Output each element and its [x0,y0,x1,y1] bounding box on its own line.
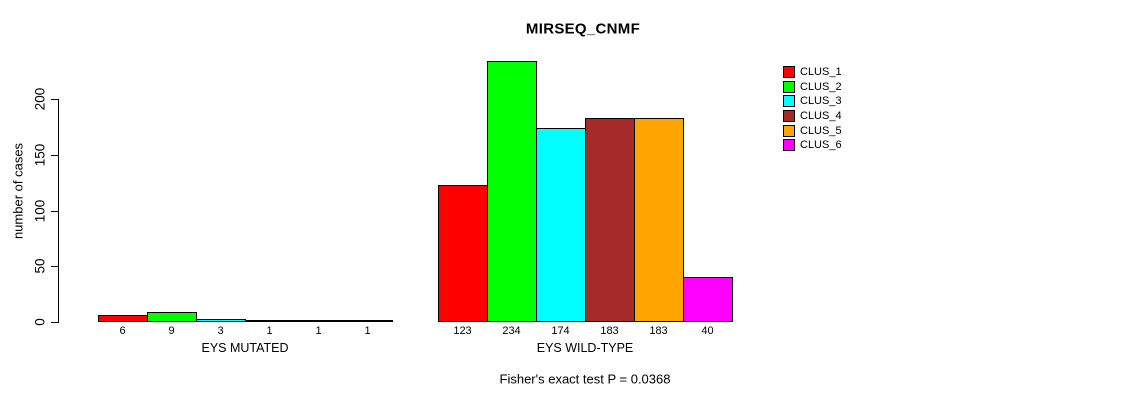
legend-swatch-clus-1 [783,66,795,78]
y-tick-mark [51,322,58,323]
legend-item: CLUS_2 [783,80,842,93]
legend-swatch-clus-3 [783,95,795,108]
legend-swatch-clus-6 [783,139,795,152]
legend-item: CLUS_3 [783,95,842,108]
legend-item: CLUS_6 [783,139,842,152]
bar-clus-3 [196,319,246,322]
bar-clus-3 [536,128,586,322]
bar-value-label: 123 [453,325,472,337]
bar-value-label: 40 [701,325,714,337]
bar-clus-6 [683,277,733,322]
legend-item-label: CLUS_1 [800,66,842,78]
legend-swatch-clus-4 [783,110,795,123]
bar-value-label: 234 [502,325,521,337]
bar-value-label: 9 [168,325,175,337]
bar-value-label: 1 [364,325,371,337]
bar-clus-2 [487,61,537,322]
y-tick-mark [51,266,58,267]
legend-item-label: CLUS_3 [800,95,842,108]
y-tick-mark [51,99,58,100]
bar-clus-1 [98,315,148,322]
bar-clus-6 [343,320,393,322]
fisher-test-annotation: Fisher's exact test P = 0.0368 [499,371,671,387]
legend-item-label: CLUS_4 [800,110,842,123]
y-tick-mark [51,211,58,212]
legend-swatch-clus-5 [783,124,795,137]
legend-item: CLUS_4 [783,110,842,123]
legend-item: CLUS_1 [783,66,842,78]
bar-value-label: 1 [315,325,322,337]
bar-value-label: 183 [600,325,619,337]
bar-clus-4 [245,320,295,322]
legend-swatch-clus-2 [783,80,795,93]
bar-value-label: 183 [649,325,668,337]
bar-value-label: 6 [119,325,126,337]
bar-clus-5 [634,118,684,322]
bar-clus-4 [585,118,635,322]
legend-item-label: CLUS_6 [800,139,842,152]
legend-item-label: CLUS_2 [800,80,842,93]
y-tick-mark [51,155,58,156]
chart-title: MIRSEQ_CNMF [525,20,641,38]
bar-value-label: 174 [551,325,570,337]
bar-value-label: 3 [217,325,224,337]
bar-clus-2 [147,312,197,322]
legend-item: CLUS_5 [783,124,842,137]
x-group-label: EYS WILD-TYPE [536,341,634,355]
bar-clus-1 [438,185,488,322]
bar-value-label: 1 [266,325,273,337]
legend-item-label: CLUS_5 [800,124,842,137]
bar-clus-5 [294,320,344,322]
legend: CLUS_1 CLUS_2 CLUS_3 CLUS_4 CLUS_5 CLUS_6 [783,66,842,154]
x-group-label: EYS MUTATED [201,341,289,355]
y-axis-line [58,99,59,323]
